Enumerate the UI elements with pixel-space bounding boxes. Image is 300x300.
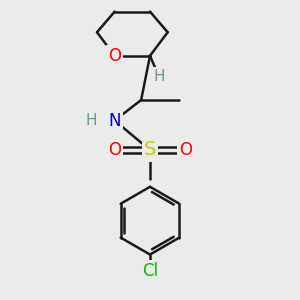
Text: O: O [179, 141, 192, 159]
Text: O: O [108, 47, 121, 65]
Text: S: S [144, 140, 156, 160]
Text: Cl: Cl [142, 262, 158, 280]
Text: H: H [85, 113, 97, 128]
Text: N: N [108, 112, 121, 130]
Text: O: O [108, 141, 121, 159]
Text: H: H [153, 69, 165, 84]
